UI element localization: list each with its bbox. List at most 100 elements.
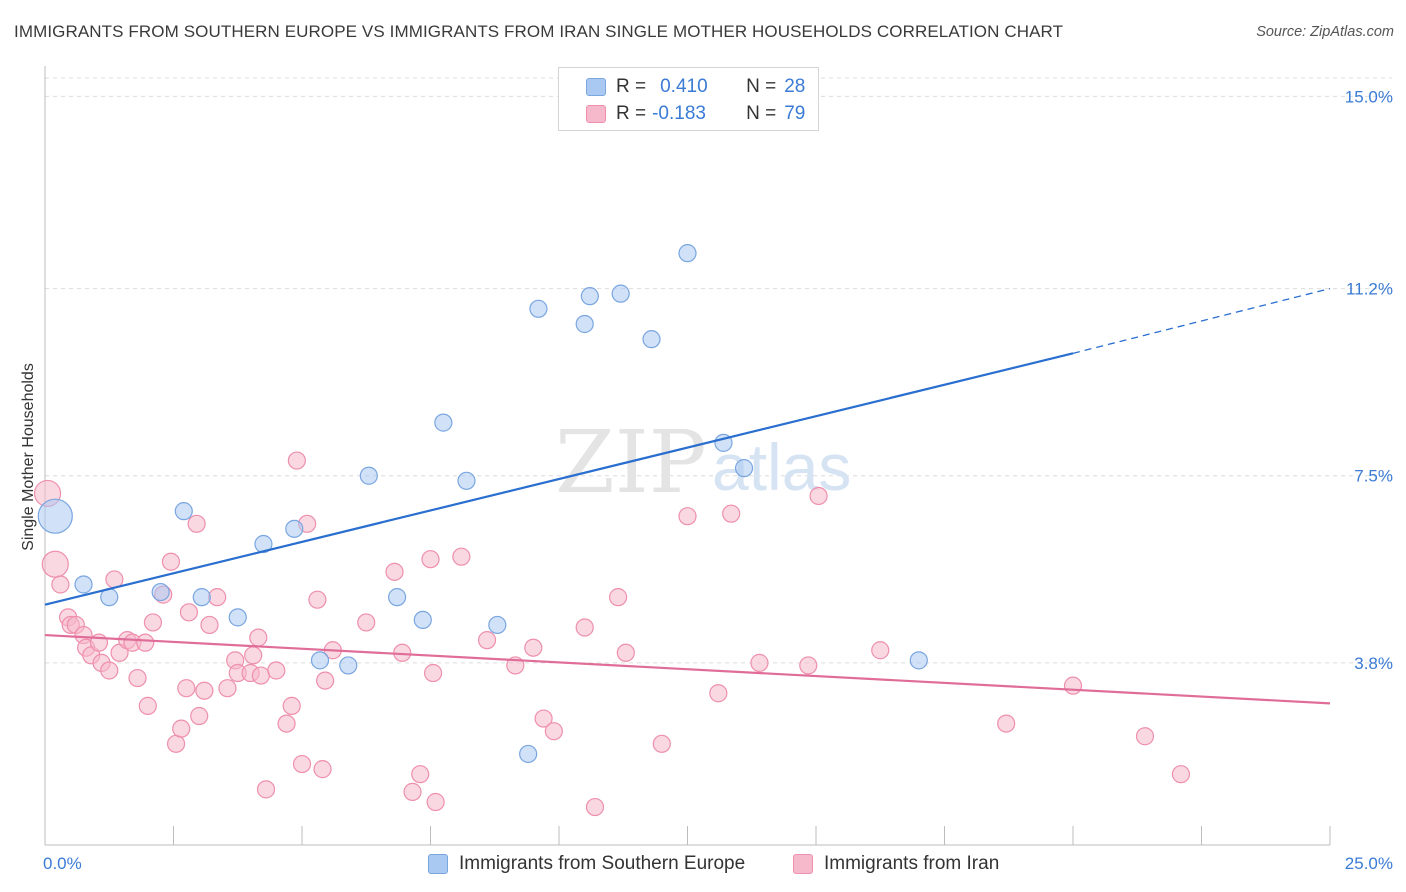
pink-data-point xyxy=(524,638,543,657)
blue-data-point xyxy=(285,519,304,538)
blue-data-point xyxy=(529,299,548,318)
pink-data-point xyxy=(249,628,268,647)
blue-data-point xyxy=(734,459,754,478)
pink-data-point xyxy=(200,615,219,635)
pink-data-point xyxy=(575,618,594,637)
blue-data-point xyxy=(909,651,928,670)
blue-data-point xyxy=(413,610,432,629)
pink-data-point xyxy=(809,486,828,506)
pink-data-point xyxy=(403,782,422,801)
blue-data-point xyxy=(387,588,407,607)
pink-data-point xyxy=(187,514,206,533)
watermark-atlas: atlas xyxy=(712,430,851,504)
blue-data-point xyxy=(359,466,378,485)
y-tick-label: 11.2% xyxy=(1346,280,1393,299)
blue-data-point xyxy=(678,244,697,263)
pink-trend-line xyxy=(44,633,1331,705)
pink-data-point xyxy=(652,734,671,753)
legend-n-value-pink: 79 xyxy=(784,103,806,124)
pink-data-point xyxy=(316,671,335,690)
legend-swatch-blue xyxy=(586,78,606,96)
pink-data-point xyxy=(452,547,471,566)
legend-row-blue: R = 0.410 N = 28 xyxy=(559,74,805,100)
blue-data-point xyxy=(457,471,476,490)
pink-data-point xyxy=(143,613,163,632)
pink-data-point xyxy=(357,613,376,632)
series-legend-blue: Immigrants from Southern Europe xyxy=(428,852,745,876)
pink-data-point xyxy=(177,679,196,698)
legend-r-label: R = xyxy=(616,103,647,124)
pink-data-point xyxy=(544,722,563,741)
blue-data-point xyxy=(192,588,211,607)
blue-trend-line xyxy=(44,352,1074,606)
chart-title: IMMIGRANTS FROM SOUTHERN EUROPE VS IMMIG… xyxy=(14,22,1064,41)
pink-data-point xyxy=(100,661,119,680)
pink-data-point xyxy=(287,451,306,470)
trend-lines xyxy=(44,287,1331,705)
pink-data-point xyxy=(616,643,635,662)
series-legend-swatch-pink xyxy=(793,854,813,874)
pink-data-point xyxy=(218,679,237,698)
pink-data-point xyxy=(609,588,628,607)
pink-data-point xyxy=(308,590,327,609)
blue-data-point xyxy=(642,330,661,349)
blue-series-points xyxy=(37,244,928,764)
blue-data-point xyxy=(228,608,247,627)
blue-data-point xyxy=(174,502,193,521)
series-legend-label-blue: Immigrants from Southern Europe xyxy=(459,853,746,874)
pink-data-point xyxy=(411,765,430,784)
blue-data-point xyxy=(488,615,507,635)
pink-data-point xyxy=(179,603,199,622)
pink-data-point xyxy=(750,653,769,672)
pink-data-point xyxy=(423,663,443,683)
correlation-legend: R = 0.410 N = 28 R = -0.183 N = 79 xyxy=(558,67,819,131)
legend-swatch-pink xyxy=(586,105,606,123)
blue-data-point xyxy=(74,575,93,594)
pink-data-point xyxy=(709,684,728,703)
pink-data-point xyxy=(426,792,445,812)
series-legend-swatch-blue xyxy=(428,854,448,874)
legend-row-pink: R = -0.183 N = 79 xyxy=(559,101,805,127)
blue-data-point xyxy=(151,582,170,602)
tick-labels: 15.0% 11.2% 7.5% 3.8% 0.0% 25.0% xyxy=(43,87,1393,873)
x-tick-label: 25.0% xyxy=(1345,854,1393,873)
axes xyxy=(44,66,1331,846)
pink-data-point xyxy=(534,709,553,728)
pink-data-point xyxy=(799,656,818,675)
pink-data-point xyxy=(267,661,286,680)
y-tick-label: 3.8% xyxy=(1354,654,1393,673)
blue-data-point xyxy=(434,413,453,432)
grid-lines xyxy=(45,77,1392,664)
blue-data-point xyxy=(37,498,73,534)
pink-data-point xyxy=(51,575,70,594)
x-tick-label: 0.0% xyxy=(43,854,82,873)
blue-data-point xyxy=(519,744,538,764)
pink-data-point xyxy=(172,719,191,738)
pink-data-point xyxy=(256,780,276,799)
pink-data-point xyxy=(208,588,227,607)
legend-n-label: N = xyxy=(746,103,777,124)
pink-data-point xyxy=(722,504,741,523)
pink-data-point xyxy=(313,760,332,779)
legend-n-value-blue: 28 xyxy=(784,76,806,97)
pink-data-point xyxy=(161,552,181,571)
watermark-zip: ZIP xyxy=(555,413,707,513)
blue-trend-extension xyxy=(1072,287,1331,354)
legend-r-value-blue: 0.410 xyxy=(660,76,708,97)
pink-data-point xyxy=(166,734,186,753)
pink-data-point xyxy=(292,754,312,774)
pink-data-point xyxy=(136,633,155,652)
series-legend-label-pink: Immigrants from Iran xyxy=(824,853,1000,874)
pink-data-point xyxy=(195,681,214,700)
pink-data-point xyxy=(1063,676,1083,695)
pink-data-point xyxy=(997,714,1016,733)
legend-r-label: R = xyxy=(616,76,647,97)
pink-data-point xyxy=(421,550,440,569)
blue-data-point xyxy=(575,314,594,334)
pink-data-point xyxy=(244,646,263,665)
pink-data-point xyxy=(251,666,270,685)
series-legend-pink: Immigrants from Iran xyxy=(793,852,999,876)
y-tick-label: 15.0% xyxy=(1345,87,1393,106)
pink-data-point xyxy=(128,668,147,688)
